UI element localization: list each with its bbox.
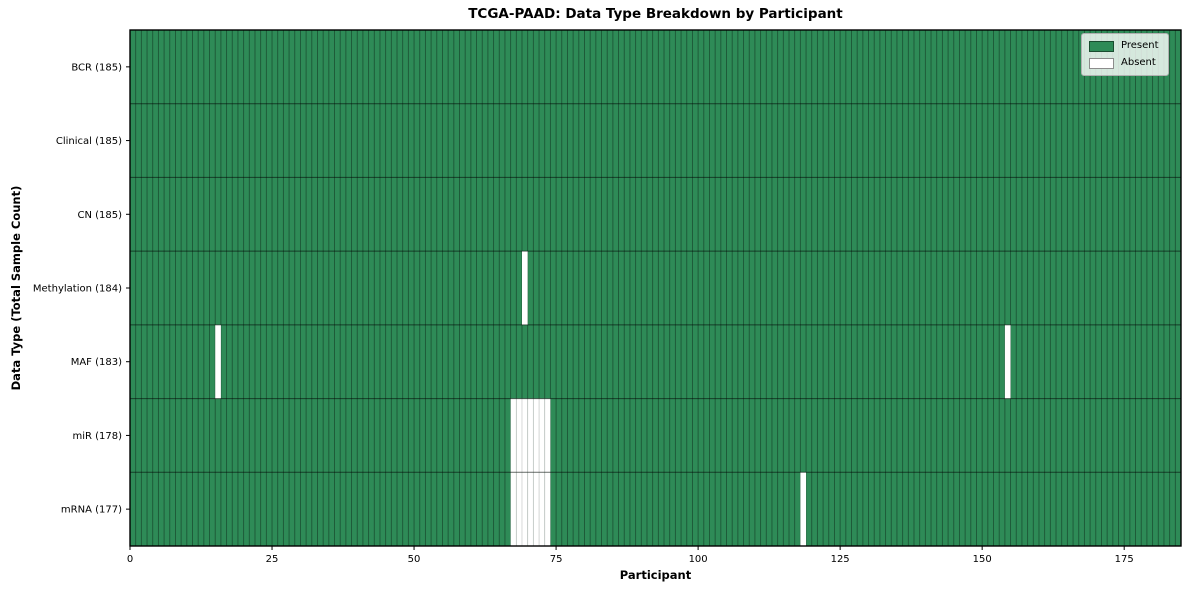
present-swatch [1089,40,1114,52]
svg-text:MAF (183): MAF (183) [71,357,122,368]
svg-text:75: 75 [550,554,563,565]
legend-item-absent: Absent [1089,57,1159,69]
svg-text:CN (185): CN (185) [77,210,122,221]
x-axis-title: Participant [619,568,692,582]
legend: Present Absent [1081,33,1169,76]
svg-text:150: 150 [973,554,992,565]
svg-text:50: 50 [408,554,421,565]
svg-text:Methylation (184): Methylation (184) [33,284,122,295]
legend-label-present: Present [1121,40,1159,51]
svg-text:175: 175 [1115,554,1134,565]
legend-label-absent: Absent [1121,57,1156,68]
svg-text:100: 100 [689,554,708,565]
svg-text:miR (178): miR (178) [72,431,122,442]
svg-text:BCR (185): BCR (185) [71,62,122,73]
legend-item-present: Present [1089,40,1159,52]
absent-swatch [1089,57,1114,69]
chart-title: TCGA-PAAD: Data Type Breakdown by Partic… [468,6,843,22]
svg-text:Clinical (185): Clinical (185) [56,136,122,147]
svg-text:25: 25 [266,554,279,565]
svg-text:0: 0 [127,554,133,565]
svg-text:125: 125 [831,554,850,565]
svg-text:mRNA (177): mRNA (177) [61,505,122,516]
